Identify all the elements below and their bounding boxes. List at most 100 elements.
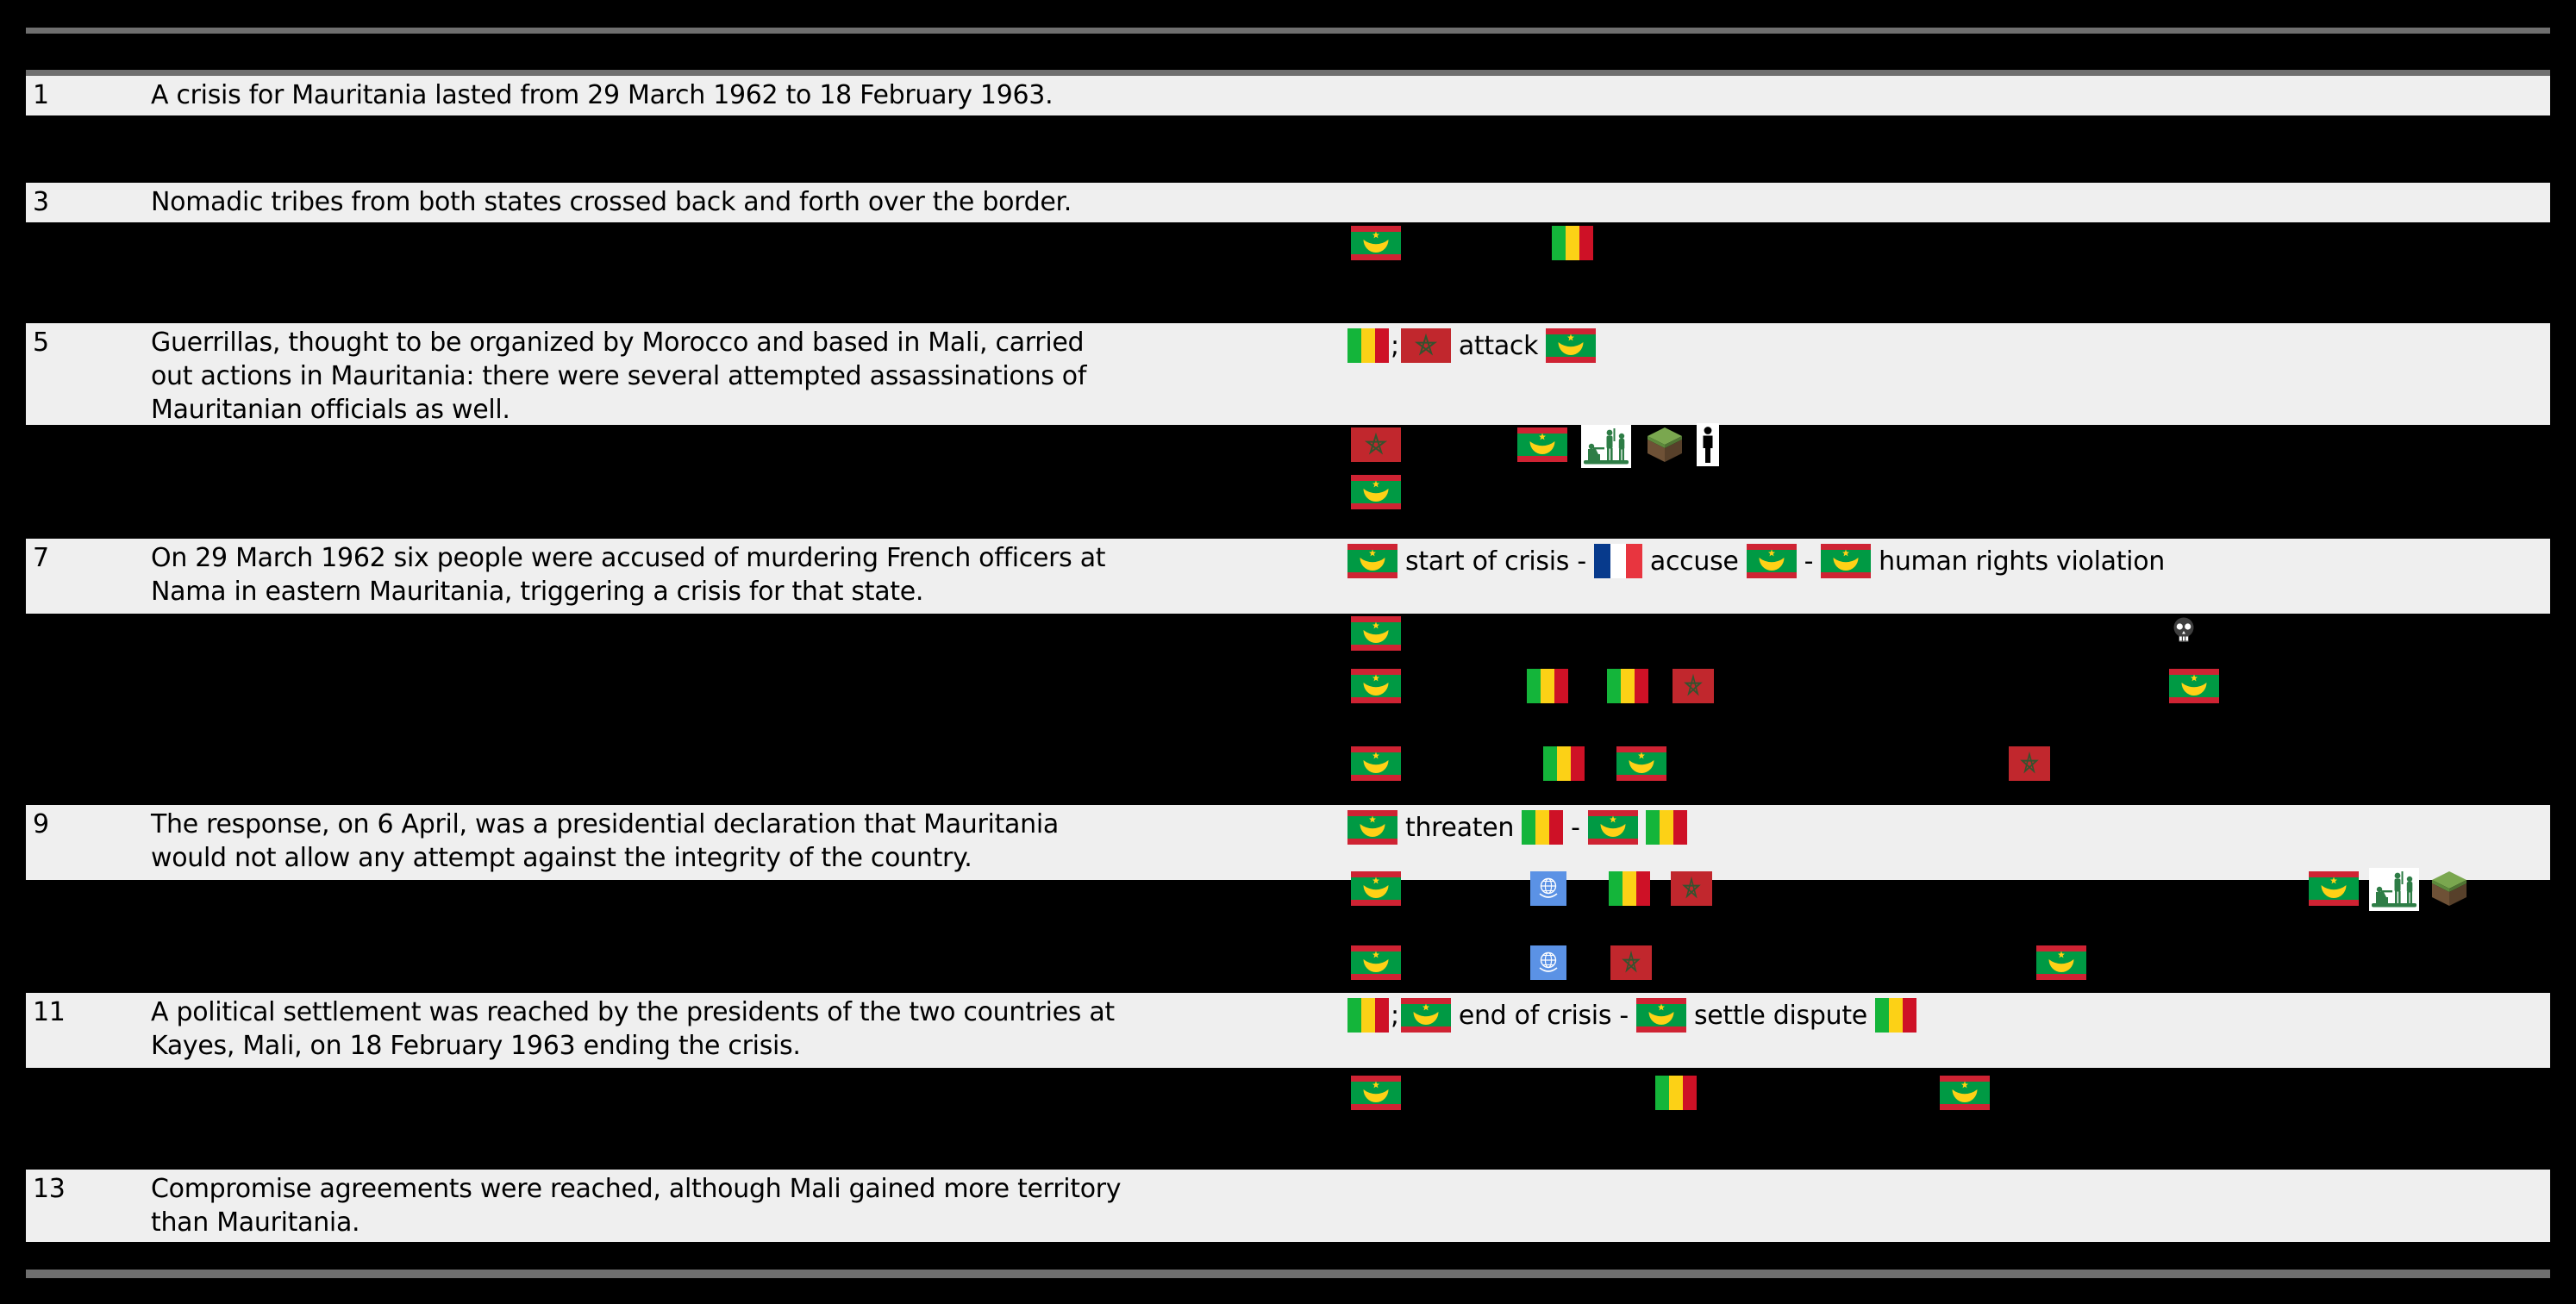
annotation-strip-after-row-3 bbox=[0, 226, 2576, 272]
flag-mali-icon bbox=[1646, 810, 1687, 845]
row-number: 7 bbox=[33, 543, 49, 573]
row-text: A crisis for Mauritania lasted from 29 M… bbox=[151, 78, 1054, 112]
flag-mauritania-icon bbox=[1401, 998, 1451, 1033]
bottom-separator-bar bbox=[26, 1270, 2550, 1278]
soldiers-icon bbox=[2369, 868, 2419, 911]
event-label: settle dispute bbox=[1693, 1000, 1867, 1031]
event-label: end of crisis - bbox=[1458, 1000, 1629, 1031]
text-line: Compromise agreements were reached, alth… bbox=[151, 1174, 1122, 1204]
row-11-event-annotation: ; end of crisis - settle dispute bbox=[1347, 995, 1916, 1035]
text-line: A crisis for Mauritania lasted from 29 M… bbox=[151, 80, 1054, 110]
terrain-block-icon bbox=[1645, 425, 1685, 465]
text-line: On 29 March 1962 six people were accused… bbox=[151, 543, 1106, 573]
separator-label: ; bbox=[1391, 330, 1399, 361]
row-number: 9 bbox=[33, 809, 49, 839]
flag-morocco-icon bbox=[1673, 669, 1714, 703]
separator-label: ; bbox=[1391, 1000, 1399, 1031]
row-number: 1 bbox=[33, 80, 49, 110]
row-number: 3 bbox=[33, 187, 49, 217]
flag-mauritania-icon bbox=[1546, 328, 1596, 363]
annotation-strip-after-row-7b bbox=[0, 669, 2576, 715]
row-number: 11 bbox=[33, 997, 66, 1027]
event-label: human rights violation bbox=[1879, 546, 2165, 577]
flag-mali-icon bbox=[1609, 871, 1650, 906]
row-number: 13 bbox=[33, 1174, 66, 1204]
row-text: Nomadic tribes from both states crossed … bbox=[151, 185, 1072, 219]
row-number: 5 bbox=[33, 328, 49, 358]
annotation-strip-after-row-5b bbox=[0, 475, 2576, 521]
flag-mauritania-icon bbox=[1351, 746, 1401, 781]
person-icon bbox=[1697, 423, 1719, 466]
flag-mauritania-icon bbox=[1616, 746, 1666, 781]
text-line: A political settlement was reached by th… bbox=[151, 997, 1115, 1027]
skull-icon bbox=[2171, 615, 2197, 652]
flag-france-icon bbox=[1594, 544, 1642, 578]
separator-label: - bbox=[1804, 546, 1814, 577]
flag-morocco-icon bbox=[1401, 328, 1451, 363]
flag-mauritania-icon bbox=[1517, 427, 1567, 462]
flag-mauritania-icon bbox=[1747, 544, 1797, 578]
text-line: Mauritanian officials as well. bbox=[151, 395, 510, 425]
row-text: The response, on 6 April, was a presiden… bbox=[151, 808, 1059, 875]
top-separator-bar bbox=[26, 28, 2550, 34]
flag-morocco-icon bbox=[2009, 746, 2050, 781]
flag-mali-icon bbox=[1875, 998, 1916, 1033]
flag-mauritania-icon bbox=[1351, 226, 1401, 260]
text-line: Nama in eastern Mauritania, triggering a… bbox=[151, 577, 924, 607]
flag-mali-icon bbox=[1655, 1076, 1697, 1110]
flag-mauritania-icon bbox=[1636, 998, 1686, 1033]
flag-mauritania-icon bbox=[1821, 544, 1871, 578]
event-label: threaten bbox=[1405, 812, 1515, 843]
separator-label: - bbox=[1571, 812, 1580, 843]
table-row-1: 1 A crisis for Mauritania lasted from 29… bbox=[26, 76, 2550, 115]
flag-mali-icon bbox=[1347, 328, 1389, 363]
flag-mauritania-icon bbox=[2309, 871, 2359, 906]
flag-mauritania-icon bbox=[1347, 810, 1397, 845]
text-line: Guerrillas, thought to be organized by M… bbox=[151, 328, 1085, 358]
row-text: On 29 March 1962 six people were accused… bbox=[151, 541, 1106, 608]
annotation-strip-after-row-9a bbox=[0, 871, 2576, 918]
row-text: A political settlement was reached by th… bbox=[151, 995, 1115, 1063]
row-text: Guerrillas, thought to be organized by M… bbox=[151, 326, 1086, 427]
flag-morocco-icon bbox=[1671, 871, 1712, 906]
row-5-event-annotation: ; attack bbox=[1347, 326, 1596, 365]
text-line: Kayes, Mali, on 18 February 1963 ending … bbox=[151, 1031, 801, 1061]
annotation-strip-after-row-7a bbox=[0, 615, 2576, 661]
flag-mauritania-icon bbox=[1588, 810, 1638, 845]
annotation-strip-before-row-9 bbox=[0, 746, 2576, 793]
event-label: attack bbox=[1458, 330, 1539, 361]
flag-un-icon bbox=[1530, 945, 1566, 980]
flag-mali-icon bbox=[1543, 746, 1585, 781]
row-text: Compromise agreements were reached, alth… bbox=[151, 1172, 1122, 1239]
annotation-strip-after-row-11 bbox=[0, 1076, 2576, 1122]
header-separator-bar bbox=[26, 70, 2550, 76]
flag-mali-icon bbox=[1552, 226, 1593, 260]
flag-mauritania-icon bbox=[2169, 669, 2219, 703]
flag-mauritania-icon bbox=[1940, 1076, 1990, 1110]
flag-mauritania-icon bbox=[1351, 945, 1401, 980]
flag-mauritania-icon bbox=[1351, 475, 1401, 509]
flag-un-icon bbox=[1530, 871, 1566, 906]
soldiers-icon bbox=[1581, 425, 1631, 468]
table-row-7: 7 On 29 March 1962 six people were accus… bbox=[26, 539, 2550, 614]
text-line: Nomadic tribes from both states crossed … bbox=[151, 187, 1072, 217]
flag-mali-icon bbox=[1527, 669, 1568, 703]
table-row-9: 9 The response, on 6 April, was a presid… bbox=[26, 805, 2550, 880]
flag-mauritania-icon bbox=[1351, 1076, 1401, 1110]
flag-mali-icon bbox=[1522, 810, 1563, 845]
table-row-11: 11 A political settlement was reached by… bbox=[26, 993, 2550, 1068]
event-label: start of crisis - bbox=[1405, 546, 1586, 577]
table-row-3: 3 Nomadic tribes from both states crosse… bbox=[26, 183, 2550, 222]
table-row-5: 5 Guerrillas, thought to be organized by… bbox=[26, 323, 2550, 425]
flag-mauritania-icon bbox=[1347, 544, 1397, 578]
text-line: than Mauritania. bbox=[151, 1207, 360, 1238]
flag-mali-icon bbox=[1347, 998, 1389, 1033]
row-9-event-annotation: threaten - bbox=[1347, 808, 1687, 847]
flag-mauritania-icon bbox=[1351, 616, 1401, 651]
text-line: would not allow any attempt against the … bbox=[151, 843, 972, 873]
flag-mali-icon bbox=[1607, 669, 1648, 703]
event-label: accuse bbox=[1649, 546, 1739, 577]
text-line: The response, on 6 April, was a presiden… bbox=[151, 809, 1059, 839]
text-line: out actions in Mauritania: there were se… bbox=[151, 361, 1087, 391]
flag-mauritania-icon bbox=[1351, 871, 1401, 906]
